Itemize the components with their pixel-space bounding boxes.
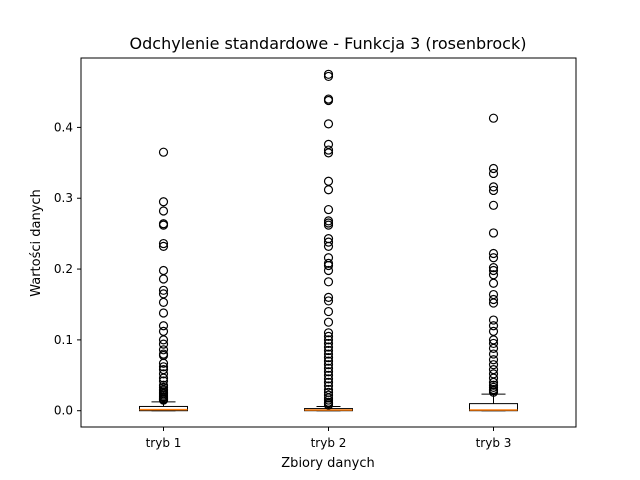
outlier-point xyxy=(323,292,334,302)
outlier-point xyxy=(323,363,334,373)
y-tick-label: 0.1 xyxy=(54,333,73,347)
outlier-point xyxy=(488,349,499,359)
outlier-point xyxy=(158,297,169,307)
y-tick-label: 0.3 xyxy=(54,191,73,205)
outlier-point xyxy=(488,338,499,349)
outlier-point xyxy=(158,274,169,284)
outlier-point xyxy=(158,395,169,405)
box-group-2 xyxy=(304,69,353,412)
outlier-point xyxy=(323,349,334,359)
y-tick-label: 0.2 xyxy=(54,262,73,276)
outlier-point xyxy=(323,185,334,195)
y-axis-label: Wartości danych xyxy=(29,189,44,297)
outlier-point xyxy=(323,260,334,271)
outlier-point xyxy=(158,369,169,379)
outlier-point xyxy=(323,95,334,106)
outlier-point xyxy=(158,147,169,157)
outlier-point xyxy=(158,220,169,230)
y-axis: 0.0 0.1 0.2 0.3 0.4 xyxy=(54,120,81,418)
outlier-point xyxy=(158,339,169,349)
outlier-point xyxy=(158,358,169,368)
outlier-point xyxy=(158,362,169,372)
outlier-point xyxy=(488,321,499,331)
outlier-point xyxy=(323,119,334,129)
outlier-point xyxy=(323,338,334,349)
outlier-point xyxy=(323,400,334,410)
outlier-point xyxy=(323,345,334,356)
outlier-point xyxy=(158,241,169,251)
outlier-point xyxy=(323,367,334,377)
outlier-point xyxy=(323,335,334,345)
outlier-point xyxy=(488,387,499,397)
outlier-point xyxy=(488,360,499,370)
outlier-point xyxy=(323,370,334,380)
outlier-point xyxy=(323,277,334,287)
outlier-point xyxy=(488,163,499,174)
outlier-point xyxy=(488,228,499,238)
outlier-point xyxy=(158,373,169,383)
outlier-point xyxy=(158,197,169,207)
outlier-point xyxy=(158,238,169,249)
plot-area xyxy=(80,57,577,428)
outlier-point xyxy=(323,145,334,155)
x-tick-label: tryb 3 xyxy=(476,436,512,450)
outlier-point xyxy=(488,315,499,325)
outlier-point xyxy=(488,298,499,308)
outlier-point xyxy=(323,296,334,306)
box-group-1 xyxy=(139,147,188,412)
y-tick-label: 0.0 xyxy=(54,404,73,418)
outlier-point xyxy=(488,278,499,288)
outlier-point xyxy=(488,168,499,179)
y-tick-label: 0.4 xyxy=(54,120,73,134)
x-tick-label: tryb 2 xyxy=(311,436,347,450)
outlier-point xyxy=(488,113,499,123)
outlier-point xyxy=(488,248,499,259)
outlier-point xyxy=(323,381,334,391)
outlier-point xyxy=(488,265,499,276)
outlier-point xyxy=(158,345,169,355)
outlier-point xyxy=(488,355,499,365)
outlier-point xyxy=(323,377,334,387)
iqr-box xyxy=(139,405,188,412)
outlier-point xyxy=(323,342,334,352)
outlier-point xyxy=(488,200,499,210)
outlier-point xyxy=(488,294,499,305)
chart-title: Odchylenie standardowe - Funkcja 3 (rose… xyxy=(130,34,527,53)
x-axis: tryb 1 tryb 2 tryb 3 xyxy=(146,427,512,450)
outlier-point xyxy=(323,331,334,341)
outlier-point xyxy=(323,220,334,230)
outlier-point xyxy=(323,237,334,247)
outlier-point xyxy=(323,265,334,276)
outlier-point xyxy=(323,306,334,317)
x-tick-label: tryb 1 xyxy=(146,436,182,450)
x-axis-label: Zbiory danych xyxy=(281,456,374,471)
outlier-point xyxy=(158,335,169,345)
outlier-point xyxy=(323,204,334,215)
box-groups xyxy=(139,69,518,412)
outlier-point xyxy=(323,317,334,327)
outlier-point xyxy=(488,253,499,263)
outlier-point xyxy=(323,148,334,158)
outlier-point xyxy=(158,321,169,331)
outlier-point xyxy=(323,356,334,366)
outlier-point xyxy=(488,263,499,273)
outlier-point xyxy=(323,374,334,384)
outlier-point xyxy=(323,360,334,370)
outlier-point xyxy=(323,241,334,251)
outlier-point xyxy=(158,285,169,295)
outlier-point xyxy=(488,373,499,383)
outlier-point xyxy=(488,343,499,353)
outlier-point xyxy=(158,206,169,216)
outlier-point xyxy=(323,71,334,82)
outlier-point xyxy=(488,185,499,196)
outlier-point xyxy=(323,328,334,338)
outlier-point xyxy=(158,308,169,318)
box-group-3 xyxy=(469,113,518,412)
outlier-point xyxy=(488,182,499,192)
outlier-point xyxy=(323,352,334,363)
